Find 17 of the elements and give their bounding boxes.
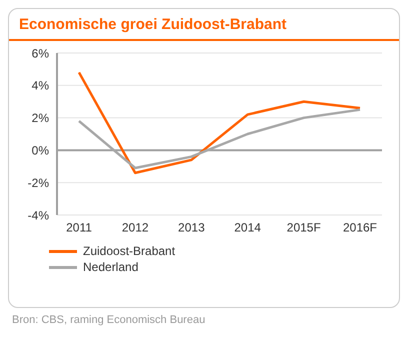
x-tick-label: 2013 [178, 220, 206, 235]
x-tick-label: 2016F [342, 220, 378, 235]
line-series [78, 71, 362, 174]
y-tick-label: -2% [28, 176, 50, 190]
chart-title: Economische groei Zuidoost-Brabant [9, 9, 399, 41]
legend-label: Zuidoost-Brabant [82, 243, 176, 259]
y-tick-label: -4% [28, 208, 50, 222]
y-tick-label: 4% [32, 78, 50, 93]
y-tick-label: 2% [32, 111, 50, 126]
x-tick-label: 2015F [286, 220, 321, 235]
y-tick-label: 0% [32, 143, 50, 158]
x-tick-label: 2014 [234, 220, 262, 235]
text: Bron: CBS, raming Economisch Bureau [12, 314, 206, 326]
x-tick-label: 2012 [122, 220, 149, 235]
legend-label: Nederland [82, 259, 140, 275]
x-tick-label: 2011 [66, 220, 92, 235]
y-tick-label: 6% [32, 46, 50, 60]
